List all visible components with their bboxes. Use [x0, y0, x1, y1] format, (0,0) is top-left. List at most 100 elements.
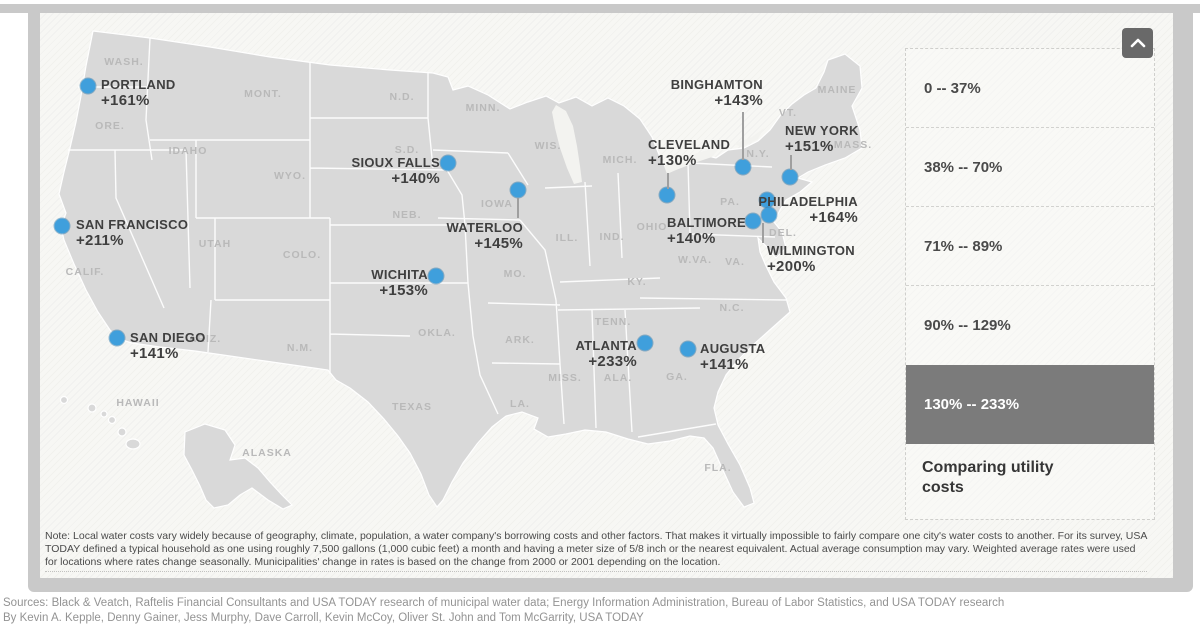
legend-title: Comparing utility costs — [922, 459, 1054, 496]
state-label: COLO. — [282, 249, 322, 261]
city-value: +141% — [130, 345, 179, 362]
state-label: ALASKA — [242, 447, 292, 459]
state-label: WYO. — [274, 170, 306, 182]
collapse-button[interactable] — [1122, 28, 1153, 58]
marker-connector-line — [790, 155, 792, 170]
city-value: +164% — [809, 209, 858, 226]
state-label: MINN. — [465, 102, 501, 114]
state-label: OKLA. — [418, 327, 456, 339]
city-value: +143% — [714, 92, 763, 109]
marker-connector-line — [517, 198, 519, 218]
city-value: +211% — [76, 232, 124, 249]
state-label: MISS. — [548, 372, 582, 384]
state-label: IOWA — [481, 198, 513, 210]
state-label: ILL. — [555, 232, 579, 244]
state-label: W.VA. — [678, 254, 712, 266]
sources-block: Sources: Black & Veatch, Raftelis Financ… — [3, 596, 1199, 626]
state-label: ORE. — [95, 120, 125, 132]
city-dot[interactable] — [659, 187, 675, 203]
state-label: N.Y. — [746, 148, 770, 160]
legend-range-4[interactable]: 90% -- 129% — [906, 286, 1154, 365]
city-dot[interactable] — [761, 207, 777, 223]
legend-range-5-selected[interactable]: 130% -- 233% — [906, 365, 1154, 444]
city-dot[interactable] — [510, 182, 526, 198]
city-dot[interactable] — [109, 330, 125, 346]
state-label: MO. — [503, 268, 527, 280]
state-label: NEB. — [392, 209, 422, 221]
footnote-text: Note: Local water costs vary widely beca… — [45, 530, 1147, 568]
city-value: +161% — [101, 92, 150, 109]
state-label: MONT. — [244, 88, 282, 100]
city-value: +140% — [391, 170, 440, 187]
city-name: WATERLOO — [446, 220, 523, 235]
city-dot[interactable] — [637, 335, 653, 351]
state-label: DEL. — [769, 227, 797, 239]
state-label: MICH. — [602, 154, 638, 166]
state-label: PA. — [720, 196, 740, 208]
state-label: WIS. — [534, 140, 562, 152]
legend-range-3[interactable]: 71% -- 89% — [906, 207, 1154, 286]
city-value: +200% — [767, 258, 816, 275]
state-label: N.M. — [286, 342, 314, 354]
city-name: PORTLAND — [101, 77, 176, 92]
footnote-divider — [45, 571, 1147, 572]
city-dot[interactable] — [54, 218, 70, 234]
city-name: ATLANTA — [575, 338, 637, 353]
city-value: +145% — [474, 235, 523, 252]
state-label: LA. — [510, 398, 530, 410]
state-label: KY. — [627, 276, 647, 288]
state-label: MAINE — [817, 84, 857, 96]
state-label: HAWAII — [116, 397, 160, 409]
city-name: AUGUSTA — [700, 341, 766, 356]
city-dot[interactable] — [80, 78, 96, 94]
state-label: VT. — [778, 107, 798, 119]
state-label: TEXAS — [391, 401, 433, 413]
marker-connector-line — [762, 223, 764, 243]
city-name: SAN FRANCISCO — [76, 217, 189, 232]
city-dot[interactable] — [680, 341, 696, 357]
city-name: NEW YORK — [785, 123, 859, 138]
state-label: N.C. — [719, 302, 745, 314]
city-value: +140% — [667, 230, 716, 247]
city-dot[interactable] — [782, 169, 798, 185]
state-label: ARIZ. — [188, 333, 222, 345]
city-dot[interactable] — [440, 155, 456, 171]
city-value: +151% — [785, 138, 834, 155]
city-dot[interactable] — [428, 268, 444, 284]
city-dot[interactable] — [735, 159, 751, 175]
legend-range-1[interactable]: 0 -- 37% — [906, 49, 1154, 128]
legend-range-2[interactable]: 38% -- 70% — [906, 128, 1154, 207]
state-label: ALA. — [603, 372, 633, 384]
legend-range-label: 130% -- 233% — [924, 396, 1020, 413]
legend-range-label: 0 -- 37% — [924, 79, 981, 97]
state-label: VA. — [725, 256, 745, 268]
state-label: IDAHO — [168, 145, 208, 157]
city-name: BINGHAMTON — [670, 77, 763, 92]
state-label: FLA. — [704, 462, 732, 474]
state-label: GA. — [666, 371, 688, 383]
city-dot[interactable] — [759, 192, 775, 208]
state-label: S.D. — [394, 144, 420, 156]
state-label: ARK. — [505, 334, 535, 346]
city-name: CLEVELAND — [648, 137, 731, 152]
state-label: UTAH — [198, 238, 232, 250]
state-label: N.D. — [389, 91, 415, 103]
state-label: OHIO — [636, 221, 668, 233]
city-name: SAN DIEGO — [130, 330, 206, 345]
city-name: WICHITA — [371, 267, 428, 282]
city-value: +233% — [588, 353, 637, 370]
legend-range-label: 38% -- 70% — [924, 158, 1003, 176]
legend-range-label: 71% -- 89% — [924, 237, 1003, 255]
city-name: BALTIMORE — [667, 215, 747, 230]
marker-connector-line — [667, 173, 669, 189]
state-label: IND. — [599, 231, 625, 243]
city-name: WILMINGTON — [767, 243, 855, 258]
city-name: SIOUX FALLS — [351, 155, 440, 170]
chevron-up-icon — [1130, 38, 1145, 48]
sources-line: Sources: Black & Veatch, Raftelis Financ… — [3, 597, 1005, 609]
city-dot[interactable] — [745, 213, 761, 229]
city-value: +153% — [379, 282, 428, 299]
state-label: WASH. — [104, 56, 144, 68]
city-value: +130% — [648, 152, 697, 169]
city-value: +141% — [700, 356, 749, 373]
